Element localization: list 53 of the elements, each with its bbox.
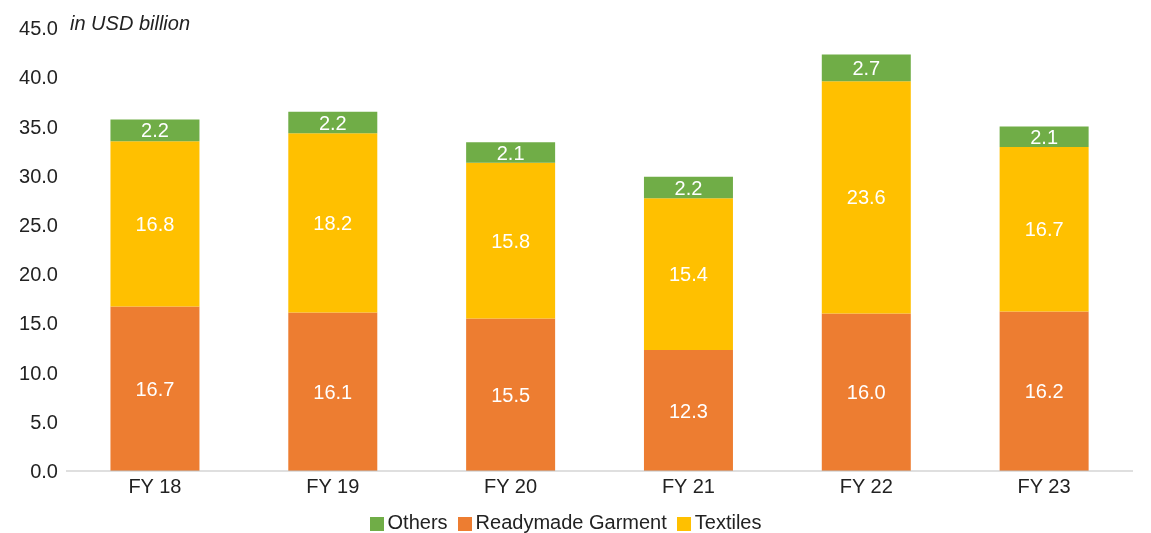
data-label: 23.6 <box>846 186 886 209</box>
y-tick-label: 25.0 <box>19 213 58 236</box>
data-label: 16.1 <box>313 380 353 403</box>
x-tick-label: FY 19 <box>306 475 360 498</box>
bar <box>821 313 911 471</box>
data-label: 15.5 <box>491 383 531 406</box>
data-label: 15.4 <box>668 263 708 286</box>
data-label: 16.7 <box>1024 218 1064 241</box>
x-tick-label: FY 20 <box>484 475 538 498</box>
bar <box>643 349 733 471</box>
data-label: 16.7 <box>135 377 175 400</box>
data-label: 2.2 <box>674 176 703 199</box>
legend-label: Readymade Garment <box>475 511 667 533</box>
x-tick-label: FY 21 <box>661 475 715 498</box>
x-tick-label: FY 18 <box>128 475 182 498</box>
y-tick-label: 40.0 <box>19 66 58 89</box>
bar <box>821 54 911 82</box>
bar <box>821 81 911 314</box>
bar <box>466 162 556 319</box>
bar <box>110 141 200 307</box>
y-tick-label: 10.0 <box>19 361 58 384</box>
y-tick-label: 15.0 <box>19 312 58 335</box>
y-tick-label: 30.0 <box>19 164 58 187</box>
y-tick-label: 35.0 <box>19 115 58 138</box>
data-label: 12.3 <box>668 399 708 422</box>
data-label: 16.8 <box>135 213 175 235</box>
data-label: 2.2 <box>318 111 347 134</box>
bar <box>999 311 1089 471</box>
y-tick-label: 5.0 <box>30 410 58 433</box>
x-tick-label: FY 22 <box>839 475 893 498</box>
bar <box>288 133 378 313</box>
data-label: 2.1 <box>496 141 525 164</box>
bar <box>999 126 1089 148</box>
data-label: 2.2 <box>141 119 169 142</box>
bar <box>643 198 733 350</box>
x-tick-label: FY 23 <box>1017 475 1071 498</box>
legend-label: Textiles <box>694 511 762 533</box>
data-label: 16.2 <box>1024 380 1064 403</box>
y-axis-title: in USD billion <box>70 12 191 35</box>
bar <box>999 147 1089 312</box>
data-label: 18.2 <box>313 212 353 235</box>
y-tick-label: 20.0 <box>19 263 58 286</box>
data-label: 16.0 <box>846 381 886 404</box>
y-tick-label: 45.0 <box>19 17 58 40</box>
y-tick-label: 0.0 <box>30 460 58 483</box>
bar <box>288 312 378 471</box>
legend-label: Others <box>387 511 448 533</box>
bar <box>466 318 556 471</box>
bar <box>110 306 200 471</box>
data-label: 2.7 <box>852 56 881 79</box>
data-label: 2.1 <box>1030 125 1059 148</box>
data-label: 15.8 <box>491 229 531 252</box>
bar <box>466 142 556 163</box>
